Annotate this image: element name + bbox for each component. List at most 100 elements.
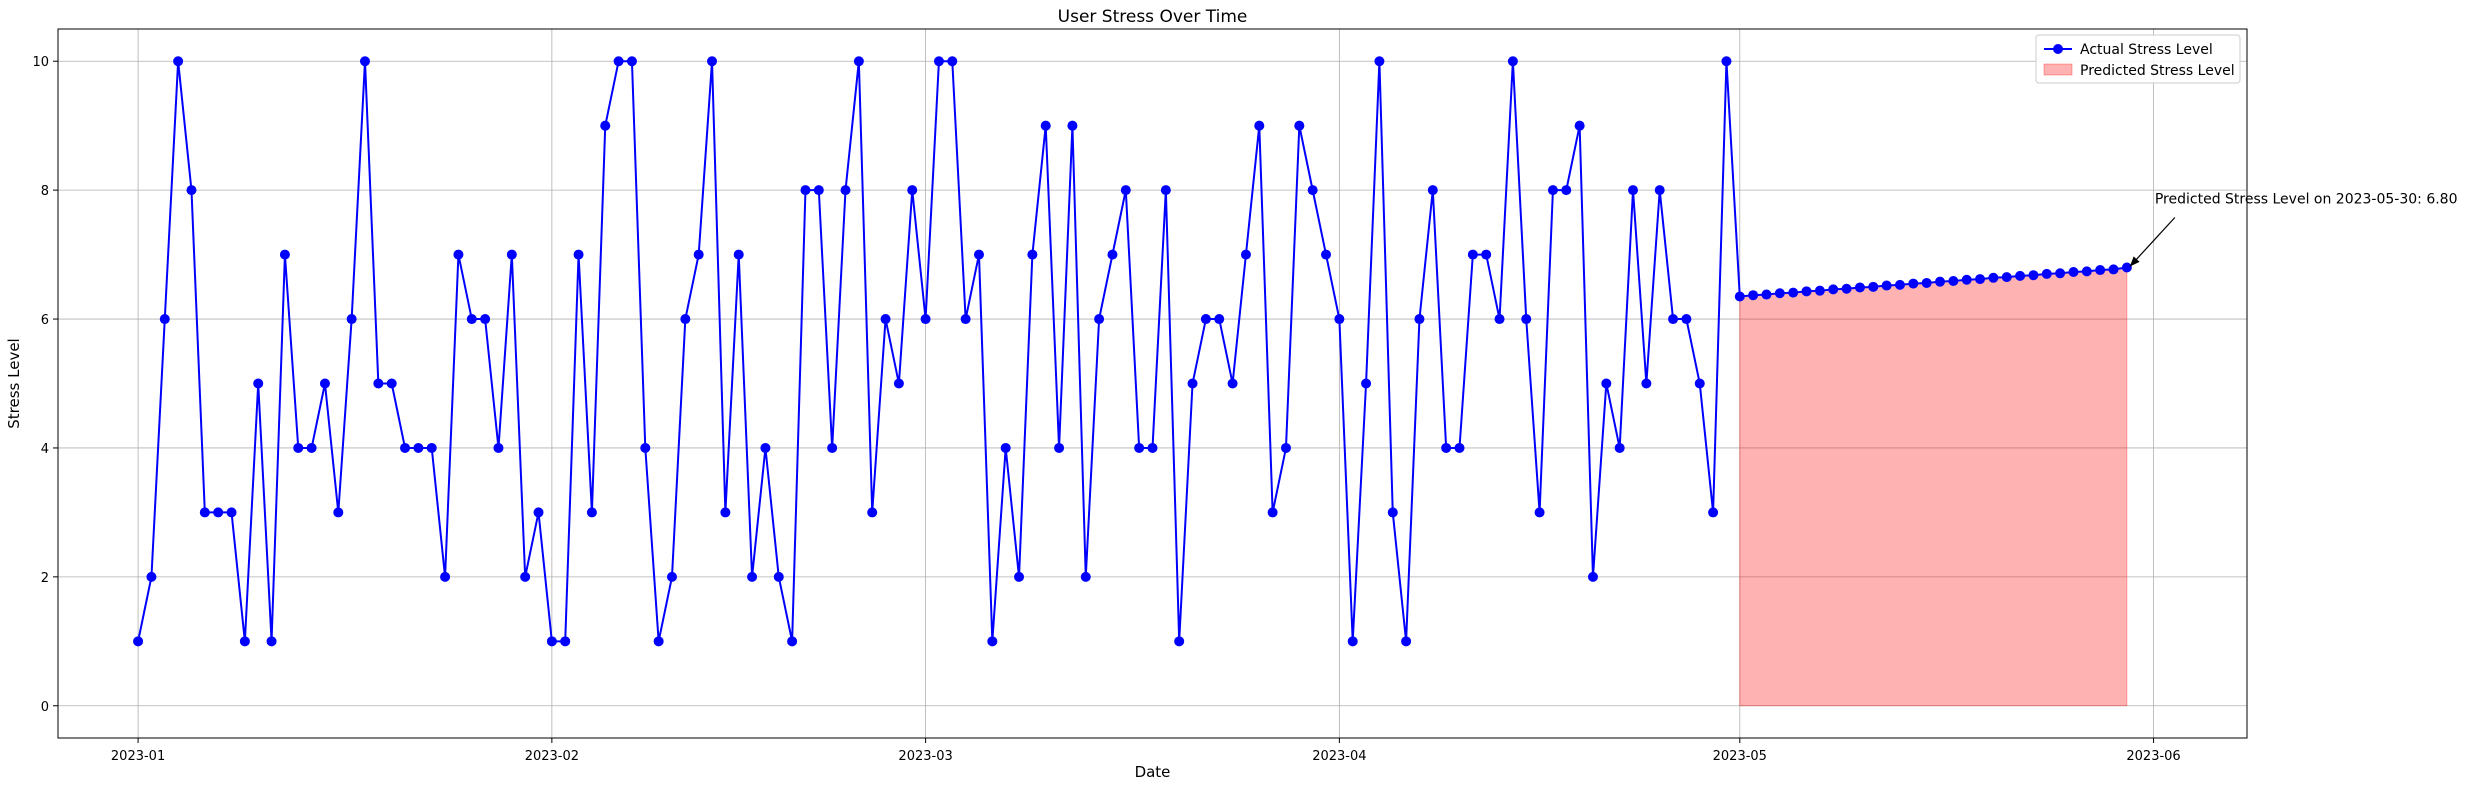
actual-point [1454, 442, 1465, 453]
actual-point [1000, 442, 1011, 453]
actual-point [266, 636, 277, 647]
x-tick-label: 2023-03 [898, 749, 952, 764]
predicted-point [2001, 272, 2012, 283]
annotation-arrow-line [2129, 217, 2176, 267]
actual-point [1027, 249, 1038, 260]
actual-point [933, 56, 944, 67]
y-tick-label: 2 [41, 571, 49, 586]
actual-point [346, 314, 357, 325]
series-connector [1725, 61, 1741, 297]
actual-point [840, 185, 851, 196]
actual-point [1574, 120, 1585, 131]
predicted-point [1894, 279, 1905, 290]
predicted-point [1828, 284, 1839, 295]
actual-point [1467, 249, 1478, 260]
actual-point [173, 56, 184, 67]
actual-point [480, 314, 491, 325]
actual-point [133, 636, 144, 647]
actual-point [546, 636, 557, 647]
actual-point [520, 571, 531, 582]
predicted-point [2108, 264, 2119, 275]
y-tick-label: 0 [41, 700, 49, 715]
actual-point [253, 378, 264, 389]
actual-point [413, 442, 424, 453]
actual-point [533, 507, 544, 518]
predicted-point [1935, 276, 1946, 287]
predicted-point [1788, 287, 1799, 298]
axes-frame [57, 28, 2248, 739]
y-tick-label: 4 [41, 442, 49, 457]
actual-point [1628, 185, 1639, 196]
y-tick-label: 6 [41, 313, 49, 328]
x-tick-label: 2023-06 [2126, 749, 2180, 764]
actual-point [1494, 314, 1505, 325]
actual-point [1347, 636, 1358, 647]
actual-point [800, 185, 811, 196]
actual-point [1294, 120, 1305, 131]
predicted-point [2081, 266, 2092, 277]
actual-point [1134, 442, 1145, 453]
predicted-point [2095, 265, 2106, 276]
actual-point [680, 314, 691, 325]
actual-point [1668, 314, 1679, 325]
actual-point [1160, 185, 1171, 196]
actual-point [827, 442, 838, 453]
actual-point [1681, 314, 1692, 325]
actual-point [1374, 56, 1385, 67]
chart-title: User Stress Over Time [1058, 7, 1248, 27]
actual-point [1321, 249, 1332, 260]
actual-stress-line [137, 60, 1728, 643]
actual-point [573, 249, 584, 260]
legend: Actual Stress Level Predicted Stress Lev… [2035, 34, 2241, 84]
x-tick-label: 2023-05 [1713, 749, 1767, 764]
actual-point [1361, 378, 1372, 389]
actual-point [373, 378, 384, 389]
actual-point [493, 442, 504, 453]
actual-point [1094, 314, 1105, 325]
actual-point [960, 314, 971, 325]
actual-point [1200, 314, 1211, 325]
actual-point [1561, 185, 1572, 196]
actual-point [1694, 378, 1705, 389]
actual-point [213, 507, 224, 518]
predicted-point [1761, 289, 1772, 300]
y-tick-label: 8 [41, 184, 49, 199]
actual-point [1521, 314, 1532, 325]
predicted-point [1881, 280, 1892, 291]
actual-point [1601, 378, 1612, 389]
actual-point [987, 636, 998, 647]
x-tick-label: 2023-04 [1312, 749, 1366, 764]
actual-point [920, 314, 931, 325]
x-tick-label: 2023-01 [111, 749, 165, 764]
legend-label-actual: Actual Stress Level [2080, 42, 2213, 58]
y-axis-label: Stress Level [5, 338, 23, 428]
actual-point [1481, 249, 1492, 260]
actual-point [279, 249, 290, 260]
actual-point [1534, 507, 1545, 518]
actual-point [293, 442, 304, 453]
actual-point [1120, 185, 1131, 196]
actual-point [666, 571, 677, 582]
actual-point [319, 378, 330, 389]
actual-point [146, 571, 157, 582]
actual-point [1708, 507, 1719, 518]
actual-point [1267, 507, 1278, 518]
predicted-area [1739, 266, 2128, 707]
actual-point [973, 249, 984, 260]
actual-point [640, 442, 651, 453]
predicted-point [1841, 283, 1852, 294]
actual-point [1040, 120, 1051, 131]
predicted-point [2015, 270, 2026, 281]
actual-point [1721, 56, 1732, 67]
actual-point [613, 56, 624, 67]
predicted-point [2055, 268, 2066, 279]
actual-point [1280, 442, 1291, 453]
actual-point [1080, 571, 1091, 582]
actual-point [787, 636, 798, 647]
actual-point [1441, 442, 1452, 453]
actual-point [1547, 185, 1558, 196]
predicted-point [2068, 266, 2079, 277]
actual-point [1214, 314, 1225, 325]
predicted-point [1975, 274, 1986, 285]
actual-point [907, 185, 918, 196]
